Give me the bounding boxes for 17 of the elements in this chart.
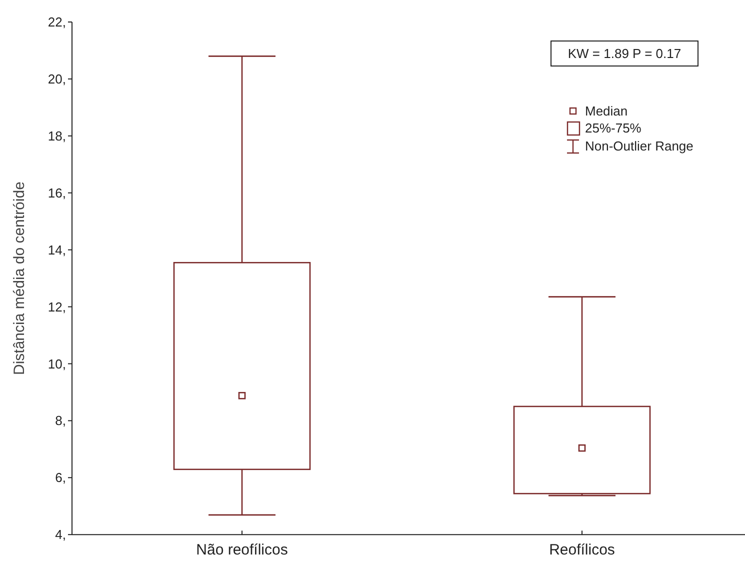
y-tick-label: 20, bbox=[48, 72, 66, 87]
y-tick-label: 22, bbox=[48, 14, 66, 30]
x-tick-label: Reofílicos bbox=[549, 542, 615, 559]
y-tick-label: 18, bbox=[48, 128, 66, 144]
y-tick-label: 8, bbox=[55, 413, 66, 428]
y-tick-label: 12, bbox=[48, 299, 66, 314]
y-tick-label: 16, bbox=[48, 185, 66, 200]
annotation: Median bbox=[585, 104, 628, 119]
annotation: KW = 1.89 P = 0.17 bbox=[568, 46, 682, 62]
y-tick-label: 10, bbox=[48, 356, 66, 372]
y-tick-label: 14, bbox=[48, 242, 66, 258]
annotation: Non-Outlier Range bbox=[585, 138, 694, 154]
y-tick-label: 6, bbox=[55, 470, 66, 486]
annotation: 25%-75% bbox=[585, 120, 642, 136]
y-axis-title: Distância média do centróide bbox=[11, 182, 28, 376]
y-tick-label: 4, bbox=[55, 527, 66, 542]
x-tick-label: Não reofílicos bbox=[196, 542, 288, 559]
